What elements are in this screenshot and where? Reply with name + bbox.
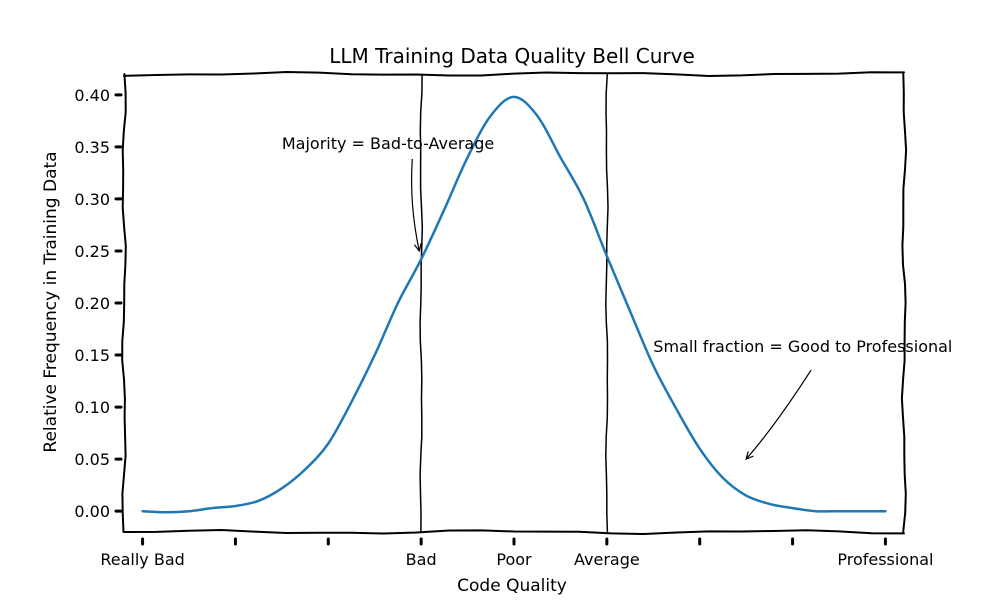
x-tick-label-8: Professional [837, 550, 933, 569]
x-tick-label-4: Poor [496, 550, 532, 569]
y-tick-label-4: 0.20 [74, 294, 110, 313]
y-tick-label-2: 0.10 [74, 398, 110, 417]
vertical-line-0 [419, 73, 424, 533]
annotation-arrow-1 [745, 369, 812, 460]
annotation-arrow-0 [411, 158, 420, 252]
annotations-layer: Majority = Bad-to-Average Small fraction … [282, 134, 952, 461]
annotation-text-0: Majority = Bad-to-Average [282, 134, 494, 153]
y-tick-label-0: 0.00 [74, 502, 110, 521]
annotation-text-1: Small fraction = Good to Professional [653, 337, 952, 356]
x-tick-label-5: Average [574, 550, 640, 569]
vertical-lines-layer [419, 73, 609, 533]
vertical-line-1 [605, 73, 609, 533]
y-tick-label-1: 0.05 [74, 450, 110, 469]
y-tick-label-8: 0.40 [74, 86, 110, 105]
chart-title: LLM Training Data Quality Bell Curve [329, 44, 695, 68]
y-axis-label: Relative Frequency in Training Data [41, 151, 61, 452]
frame-right [900, 73, 908, 533]
x-axis-label: Code Quality [457, 576, 567, 596]
frame-bottom [123, 529, 905, 535]
y-tick-label-3: 0.15 [74, 346, 110, 365]
frame-left [121, 73, 127, 533]
x-tick-label-3: Bad [406, 550, 437, 569]
y-ticks-layer: 0.00 0.05 0.10 0.15 0.20 0.25 0.30 0.35 0.40 [74, 86, 123, 521]
annotation-arrowhead-1 [745, 451, 754, 461]
y-tick-label-5: 0.25 [74, 242, 110, 261]
curve-layer [141, 95, 887, 514]
series-line-0 [141, 95, 887, 514]
x-ticks-layer: Really Bad Bad Poor Average Professional [100, 537, 934, 569]
x-tick-label-0: Really Bad [100, 550, 184, 569]
frame-top [123, 71, 905, 77]
annotation-arrowhead-0 [413, 243, 422, 253]
y-tick-label-6: 0.30 [74, 190, 110, 209]
plot-frame-layer [121, 71, 908, 535]
y-tick-label-7: 0.35 [74, 138, 110, 157]
